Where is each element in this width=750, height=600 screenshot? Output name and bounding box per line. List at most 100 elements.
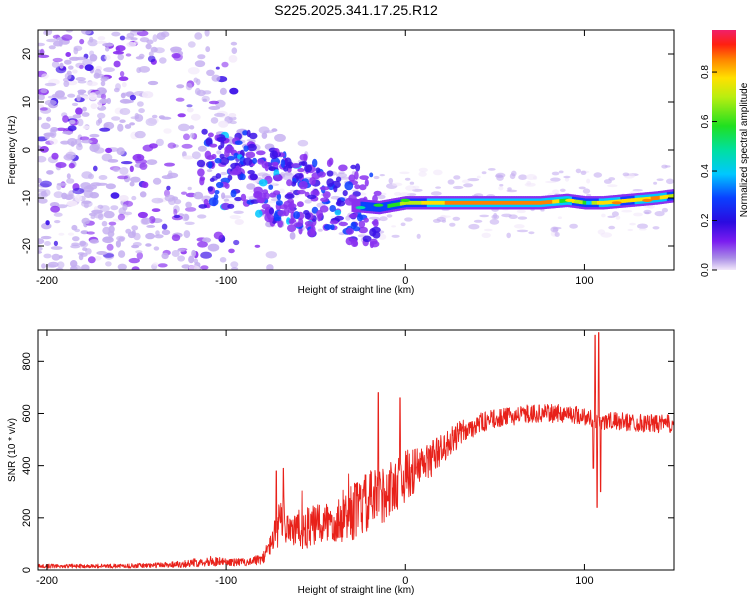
spectrogram-blob bbox=[118, 250, 126, 258]
ridge-outer bbox=[351, 198, 354, 212]
spectrogram-blob bbox=[189, 125, 195, 130]
spectrogram-blob bbox=[293, 211, 300, 220]
ridge-core bbox=[582, 200, 585, 205]
spectrogram-blob bbox=[75, 107, 83, 115]
spectrogram-blob bbox=[81, 30, 92, 35]
spectrogram-blob bbox=[479, 214, 490, 218]
spectrogram-blob bbox=[96, 251, 108, 255]
spectrogram-blob bbox=[69, 56, 80, 61]
ridge-mid bbox=[365, 202, 369, 211]
spectrogram-blob bbox=[611, 211, 619, 217]
spectrogram-blob bbox=[608, 225, 616, 230]
spectrogram-blob bbox=[335, 176, 342, 183]
spectrogram-x-axis-title: Height of straight line (km) bbox=[298, 285, 415, 296]
spectrogram-blob bbox=[264, 213, 274, 223]
ridge-core bbox=[620, 199, 623, 204]
ridge-core bbox=[451, 200, 454, 205]
spectrogram-blob bbox=[102, 42, 114, 47]
spectrogram-blob bbox=[147, 55, 156, 63]
ridge-mid bbox=[382, 202, 385, 212]
spectrogram-blob bbox=[586, 193, 592, 197]
spectrogram-blob bbox=[50, 205, 60, 213]
ridge-core bbox=[442, 200, 446, 205]
ridge-core bbox=[503, 200, 506, 205]
ridge-mid bbox=[373, 202, 376, 212]
ridge-hotspot bbox=[611, 201, 622, 205]
spectrogram-blob bbox=[44, 99, 57, 106]
spectrogram-blob bbox=[473, 219, 483, 223]
x-tick-label: -100 bbox=[215, 575, 237, 587]
spectrogram-blob bbox=[404, 217, 413, 222]
spectrogram-blob bbox=[204, 30, 210, 37]
spectrogram-blob bbox=[175, 97, 185, 102]
spectrogram-blob bbox=[254, 209, 263, 218]
spectrogram-blob bbox=[56, 261, 65, 269]
spectrogram-blob bbox=[74, 194, 82, 202]
spectrogram-blob bbox=[89, 133, 100, 138]
spectrogram-blob bbox=[141, 91, 154, 99]
ridge-core bbox=[482, 200, 485, 205]
spectrogram-blob bbox=[271, 161, 279, 166]
spectrogram-blob bbox=[88, 173, 94, 180]
ridge-core bbox=[410, 200, 413, 205]
ridge-core bbox=[623, 199, 626, 203]
spectrogram-blob bbox=[46, 38, 58, 43]
spectrogram-blob bbox=[418, 171, 427, 177]
ridge-core bbox=[530, 200, 533, 205]
spectrogram-blob bbox=[506, 189, 518, 193]
spectrogram-blob bbox=[117, 123, 124, 132]
spectrogram-blob bbox=[160, 31, 170, 38]
spectrogram-blob bbox=[91, 209, 103, 214]
spectrogram-blob bbox=[215, 66, 220, 70]
spectrogram-blob bbox=[56, 204, 68, 209]
spectrogram-blob bbox=[283, 165, 289, 172]
ridge-core bbox=[545, 200, 548, 205]
spectrogram-blob bbox=[124, 36, 135, 40]
ridge-core bbox=[584, 200, 587, 205]
spectrogram-blob bbox=[43, 253, 52, 259]
spectrogram-blob bbox=[257, 172, 269, 177]
spectrogram-blob bbox=[513, 224, 525, 229]
spectrogram-blob bbox=[261, 132, 268, 139]
spectrogram-blob bbox=[115, 46, 120, 54]
spectrogram-blob bbox=[248, 132, 258, 140]
ridge-core bbox=[668, 194, 671, 199]
spectrogram-blob bbox=[77, 89, 87, 94]
spectrogram-blob bbox=[133, 232, 141, 241]
ridge-mid bbox=[360, 201, 363, 211]
spectrogram-blob bbox=[317, 171, 326, 178]
snr-panel: -200 -100 0 100 0 200 400 600 800 bbox=[21, 329, 675, 587]
spectrogram-blob bbox=[159, 116, 172, 120]
spectrogram-blob bbox=[153, 246, 160, 251]
ridge-core bbox=[494, 200, 497, 205]
ridge-core bbox=[534, 200, 537, 205]
spectrogram-blob bbox=[342, 190, 348, 197]
spectrogram-blob bbox=[89, 144, 100, 152]
spectrogram-blob bbox=[186, 107, 194, 113]
spectrogram-blob bbox=[638, 228, 647, 231]
spectrogram-blob bbox=[246, 129, 251, 138]
ridge-core bbox=[555, 199, 558, 204]
spectrogram-blob bbox=[138, 66, 151, 73]
spectrogram-blob bbox=[309, 177, 316, 186]
spectrogram-blob bbox=[161, 252, 169, 260]
spectrogram-blob bbox=[55, 267, 64, 270]
spectrogram-blob bbox=[130, 176, 141, 183]
ridge-mid bbox=[383, 202, 386, 211]
spectrogram-blob bbox=[46, 170, 54, 175]
colorbar-label: Normalized spectral amplitude bbox=[739, 82, 750, 217]
y-tick-label: 800 bbox=[21, 352, 33, 370]
spectrogram-blob bbox=[358, 226, 369, 234]
spectrogram-blob bbox=[253, 179, 260, 184]
spectrogram-blob bbox=[206, 69, 215, 77]
spectrogram-blob bbox=[81, 139, 93, 144]
spectrogram-blob bbox=[193, 191, 204, 200]
spectrogram-blob bbox=[79, 136, 90, 141]
ridge-core bbox=[432, 200, 435, 205]
spectrogram-blob bbox=[273, 190, 281, 196]
spectrogram-blob bbox=[155, 138, 164, 147]
ridge-core bbox=[491, 200, 494, 205]
spectrogram-blob bbox=[359, 184, 367, 191]
snr-x-axis-title: Height of straight line (km) bbox=[298, 585, 415, 596]
spectrogram-blob bbox=[72, 69, 78, 74]
